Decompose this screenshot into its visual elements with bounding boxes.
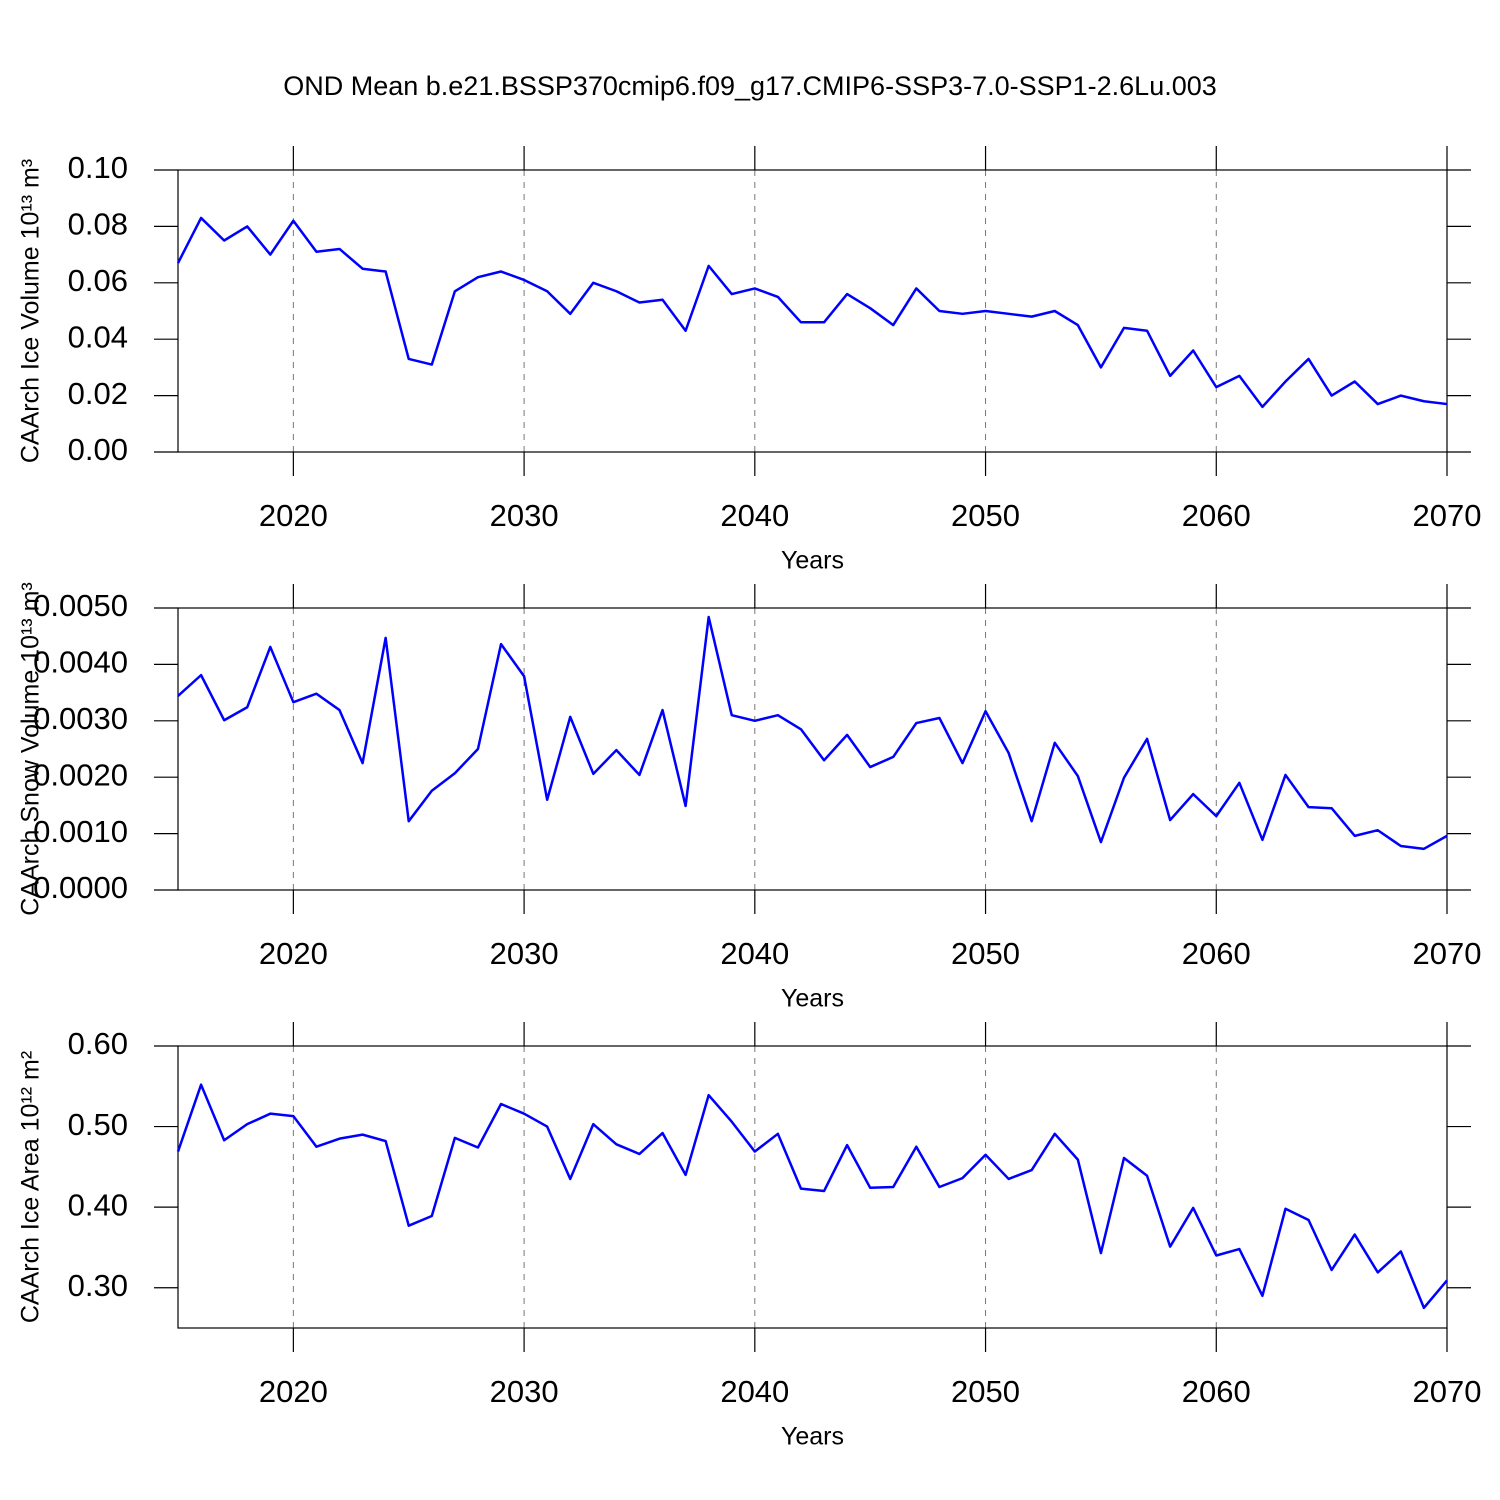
y-tick-label: 0.0000 xyxy=(33,870,128,905)
x-tick-label: 2070 xyxy=(1413,936,1482,971)
x-tick-label: 2070 xyxy=(1413,498,1482,533)
x-tick-label: 2070 xyxy=(1413,1374,1482,1409)
y-axis-title: CAArch Ice Volume 10¹³ m³ xyxy=(17,159,45,463)
y-tick-label: 0.08 xyxy=(68,207,128,242)
data-line xyxy=(176,1083,1448,1310)
y-tick-label: 0.04 xyxy=(68,319,128,354)
plot-frame xyxy=(177,169,1448,453)
x-axis-title: Years xyxy=(781,547,844,575)
y-tick-label: 0.06 xyxy=(68,263,128,298)
y-tick-label: 0.0040 xyxy=(33,645,128,680)
y-axis-title: CAArch Snow Volume 10¹³ m³ xyxy=(17,582,45,915)
page-title: OND Mean b.e21.BSSP370cmip6.f09_g17.CMIP… xyxy=(283,71,1217,101)
x-axis-title: Years xyxy=(781,1423,844,1451)
y-tick-label: 0.60 xyxy=(68,1026,128,1061)
x-tick-label: 2020 xyxy=(259,936,328,971)
x-tick-label: 2060 xyxy=(1182,1374,1251,1409)
y-tick-label: 0.02 xyxy=(68,376,128,411)
y-tick-label: 0.30 xyxy=(68,1268,128,1303)
plot-frame xyxy=(177,607,1448,891)
y-tick-label: 0.40 xyxy=(68,1187,128,1222)
x-tick-label: 2050 xyxy=(951,936,1020,971)
x-tick-label: 2050 xyxy=(951,1374,1020,1409)
data-line xyxy=(177,615,1448,851)
y-tick-label: 0.0030 xyxy=(33,701,128,736)
y-axis-title: CAArch Ice Area 10¹² m² xyxy=(17,1051,45,1323)
y-tick-label: 0.0050 xyxy=(33,588,128,623)
x-tick-label: 2040 xyxy=(720,498,789,533)
data-line xyxy=(176,216,1448,409)
x-tick-label: 2020 xyxy=(259,498,328,533)
y-tick-label: 0.50 xyxy=(68,1107,128,1142)
plot-frame xyxy=(177,1045,1448,1329)
y-tick-label: 0.0020 xyxy=(33,757,128,792)
y-tick-label: 0.10 xyxy=(68,150,128,185)
x-tick-label: 2030 xyxy=(490,936,559,971)
x-tick-label: 2030 xyxy=(490,1374,559,1409)
x-tick-label: 2020 xyxy=(259,1374,328,1409)
x-tick-label: 2060 xyxy=(1182,936,1251,971)
x-tick-label: 2030 xyxy=(490,498,559,533)
y-tick-label: 0.0010 xyxy=(33,814,128,849)
x-tick-label: 2040 xyxy=(720,936,789,971)
x-tick-label: 2060 xyxy=(1182,498,1251,533)
x-tick-label: 2050 xyxy=(951,498,1020,533)
x-axis-title: Years xyxy=(781,985,844,1013)
x-tick-label: 2040 xyxy=(720,1374,789,1409)
y-tick-label: 0.00 xyxy=(68,432,128,467)
